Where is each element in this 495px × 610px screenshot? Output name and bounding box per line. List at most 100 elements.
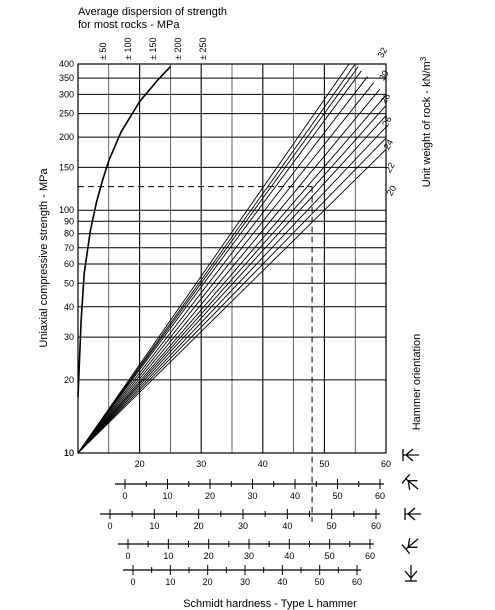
hammer-scale-label: 10 bbox=[165, 577, 175, 587]
hammer-icon-plus-45 bbox=[401, 538, 419, 555]
unit-weight-line bbox=[77, 82, 375, 454]
unit-weight-line bbox=[77, 94, 387, 454]
hammer-scales: 0 10 20 30 40 50 60 0 10 20 30 40 50 60 0 10 20 30 40 50 60 0… bbox=[100, 479, 385, 587]
x-tick-label: 30 bbox=[196, 459, 206, 469]
right-axis-label-superscript: 3 bbox=[419, 56, 428, 61]
hammer-orientation-label: Hammer orientation bbox=[411, 334, 423, 431]
hammer-base bbox=[401, 473, 411, 484]
y-tick-label: 10 bbox=[64, 448, 74, 458]
x-tick-label: 60 bbox=[381, 459, 391, 469]
chart-title-line-1: Average dispersion of strength bbox=[78, 6, 227, 18]
hammer-scale-label: 20 bbox=[205, 491, 215, 501]
y-tick-label: 80 bbox=[64, 229, 74, 239]
hammer-head bbox=[405, 448, 414, 462]
hammer-scale-label: 10 bbox=[149, 521, 159, 531]
hammer-orientation-icons bbox=[401, 448, 421, 582]
hammer-scale-label: 20 bbox=[204, 551, 214, 561]
unit-weight-line bbox=[77, 137, 387, 454]
grid bbox=[77, 63, 387, 454]
unit-weight-line bbox=[77, 76, 368, 454]
unit-weight-line bbox=[77, 115, 387, 454]
hammer-scale-label: 40 bbox=[290, 491, 300, 501]
y-tick-label: 60 bbox=[64, 259, 74, 269]
hammer-scale-label: 50 bbox=[325, 551, 335, 561]
hammer-scale-label: 10 bbox=[163, 551, 173, 561]
dispersion-label: ± 150 bbox=[148, 38, 158, 60]
y-tick-label: 100 bbox=[59, 205, 74, 215]
unit-weight-line bbox=[77, 105, 387, 454]
unit-weight-label: 24 bbox=[382, 138, 396, 152]
dispersion-curve-path bbox=[77, 66, 171, 398]
hammer-scale-label: 60 bbox=[365, 551, 375, 561]
unit-weight-label: 30 bbox=[377, 69, 391, 83]
dispersion-label: ± 50 bbox=[98, 43, 108, 60]
hammer-scale-label: 0 bbox=[107, 521, 112, 531]
y-tick-label: 150 bbox=[59, 162, 74, 172]
hammer-scale-label: 60 bbox=[352, 577, 362, 587]
hammer-icon-horizontal-top bbox=[402, 448, 419, 462]
hammer-scale-label: 10 bbox=[162, 491, 172, 501]
unit-weight-line bbox=[77, 149, 387, 454]
x-tick-labels: 10 20 30 40 50 60 bbox=[64, 448, 391, 469]
unit-weight-labels: 20 22 24 26 28 30 32 bbox=[376, 46, 399, 198]
hammer-icon-plus-90 bbox=[404, 565, 418, 582]
unit-weight-line bbox=[77, 88, 381, 454]
x-axis-label: Schmidt hardness - Type L hammer bbox=[183, 598, 357, 610]
right-axis-label-text: Unit weight of rock - kN/m bbox=[421, 61, 433, 187]
unit-weight-label: 28 bbox=[379, 92, 393, 106]
hammer-scale-label: 30 bbox=[244, 551, 254, 561]
hammer-scale-label: 50 bbox=[315, 577, 325, 587]
y-tick-label: 300 bbox=[59, 89, 74, 99]
hammer-scale-label: 0 bbox=[122, 491, 127, 501]
hammer-icon-minus-45 bbox=[401, 473, 419, 490]
x-tick-label: 10 bbox=[64, 448, 74, 458]
y-axis-label: Uniaxial compressive strength - MPa bbox=[38, 168, 50, 348]
dispersion-label: ± 250 bbox=[198, 38, 208, 60]
y-tick-label: 400 bbox=[59, 59, 74, 69]
x-tick-label: 50 bbox=[319, 459, 329, 469]
hammer-scale-label: 60 bbox=[375, 491, 385, 501]
hammer-head bbox=[404, 570, 418, 579]
chart-title-line-2: for most rocks - MPa bbox=[78, 19, 180, 31]
hammer-head bbox=[407, 538, 418, 548]
hammer-icon-zero bbox=[404, 507, 421, 521]
hammer-head bbox=[407, 507, 416, 521]
unit-weight-label: 26 bbox=[380, 115, 394, 129]
hammer-scale-label: 50 bbox=[327, 521, 337, 531]
x-tick-label: 20 bbox=[135, 459, 145, 469]
unit-weight-label: 20 bbox=[385, 184, 399, 198]
y-tick-label: 350 bbox=[59, 73, 74, 83]
hammer-scale-label: 0 bbox=[130, 577, 135, 587]
x-tick-label: 40 bbox=[258, 459, 268, 469]
y-tick-label: 50 bbox=[64, 278, 74, 288]
unit-weight-line bbox=[77, 63, 356, 454]
unit-weight-line bbox=[77, 63, 350, 454]
hammer-scale-label: 40 bbox=[277, 577, 287, 587]
hammer-scale-label: 30 bbox=[247, 491, 257, 501]
hammer-scale-label: 0 bbox=[125, 551, 130, 561]
y-tick-label: 40 bbox=[64, 302, 74, 312]
y-tick-label: 250 bbox=[59, 109, 74, 119]
hammer-scale-label: 40 bbox=[282, 521, 292, 531]
unit-weight-line bbox=[77, 126, 387, 454]
dispersion-tick-labels: ± 50 ± 100 ± 150 ± 200 ± 250 bbox=[98, 38, 208, 60]
unit-weight-line bbox=[77, 66, 359, 454]
dispersion-label: ± 200 bbox=[173, 38, 183, 60]
hammer-base bbox=[401, 544, 411, 555]
hammer-scale-label: 40 bbox=[284, 551, 294, 561]
hammer-scale-label: 50 bbox=[332, 491, 342, 501]
hammer-head bbox=[407, 480, 418, 490]
unit-weight-line bbox=[77, 70, 362, 454]
hammer-scale-label: 60 bbox=[371, 521, 381, 531]
hammer-scale-label: 20 bbox=[194, 521, 204, 531]
y-tick-label: 70 bbox=[64, 243, 74, 253]
y-tick-label: 20 bbox=[64, 375, 74, 385]
dispersion-label: ± 100 bbox=[123, 38, 133, 60]
y-tick-label: 30 bbox=[64, 332, 74, 342]
y-tick-label: 90 bbox=[64, 216, 74, 226]
hammer-scale-label: 20 bbox=[203, 577, 213, 587]
right-axis-label: Unit weight of rock - kN/m3 bbox=[419, 56, 433, 187]
dispersion-curve bbox=[77, 66, 171, 398]
